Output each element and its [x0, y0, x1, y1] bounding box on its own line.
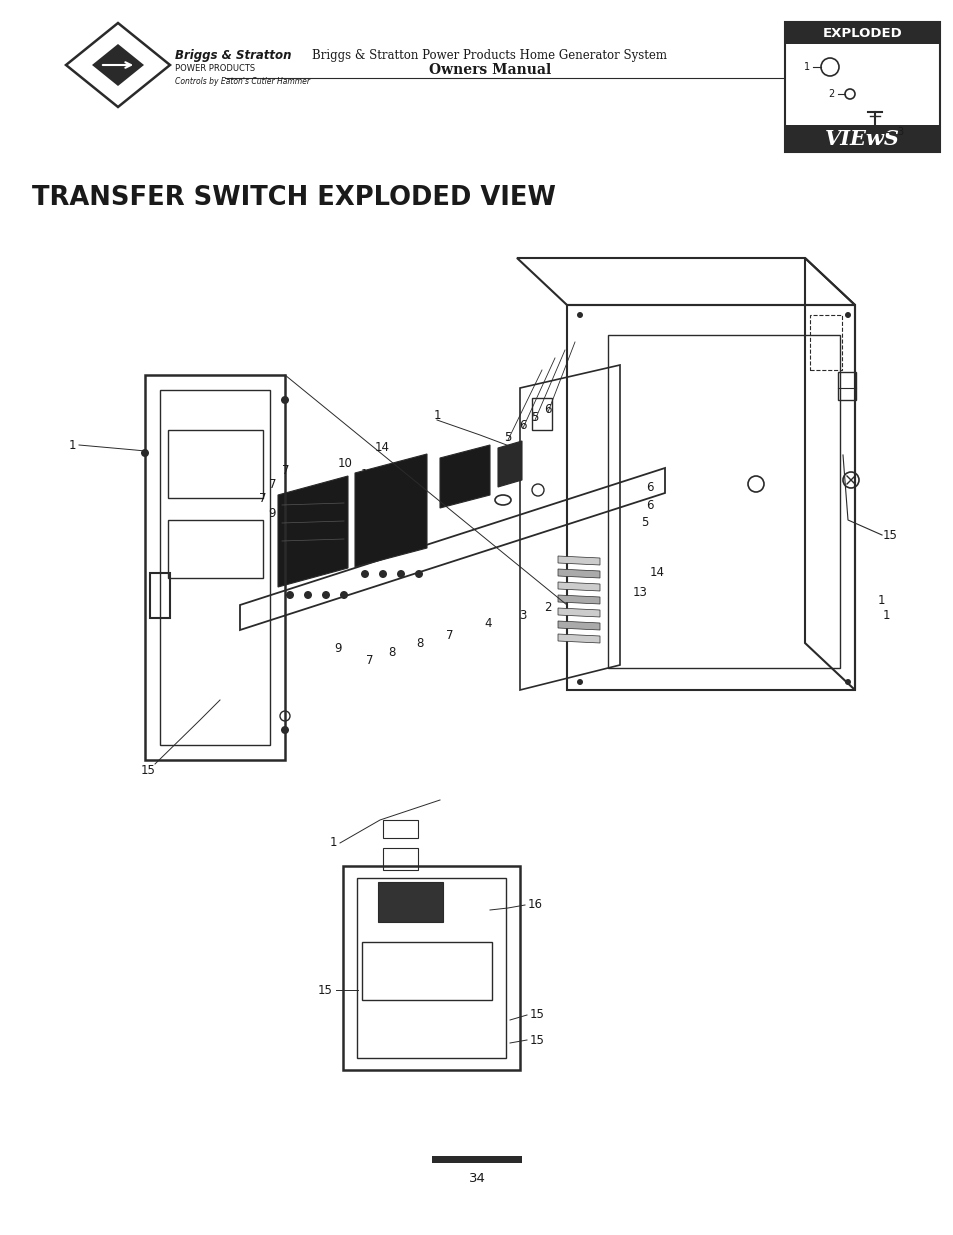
Bar — [382, 848, 417, 869]
Polygon shape — [558, 608, 599, 618]
Polygon shape — [91, 65, 144, 86]
Polygon shape — [558, 582, 599, 592]
Circle shape — [281, 396, 289, 404]
Text: 7: 7 — [366, 653, 374, 667]
Text: 3: 3 — [896, 127, 902, 137]
Bar — [784, 22, 939, 152]
Text: 15: 15 — [530, 1009, 544, 1021]
Polygon shape — [558, 556, 599, 564]
Text: 10: 10 — [337, 457, 352, 469]
Text: 7: 7 — [269, 478, 276, 490]
Text: 13: 13 — [632, 585, 647, 599]
Text: 2: 2 — [543, 600, 551, 614]
Text: 5: 5 — [504, 431, 511, 443]
Text: Owners Manual: Owners Manual — [429, 63, 551, 77]
Bar — [168, 430, 263, 498]
Polygon shape — [558, 634, 599, 643]
Polygon shape — [439, 445, 490, 508]
Circle shape — [339, 592, 348, 599]
Bar — [784, 22, 939, 44]
Circle shape — [378, 571, 387, 578]
Bar — [377, 882, 442, 923]
Bar — [168, 520, 263, 578]
Bar — [382, 820, 417, 839]
Bar — [361, 942, 492, 1000]
Text: 13: 13 — [447, 490, 462, 504]
Text: 9: 9 — [268, 506, 275, 520]
Circle shape — [396, 571, 405, 578]
Text: 11: 11 — [442, 475, 457, 489]
Bar — [532, 398, 552, 430]
Bar — [150, 573, 170, 618]
Text: 6: 6 — [645, 480, 653, 494]
Bar — [784, 125, 939, 152]
Text: 3: 3 — [518, 609, 526, 621]
Text: 2: 2 — [828, 89, 834, 99]
Text: 10: 10 — [360, 468, 375, 480]
Text: 5: 5 — [531, 410, 538, 424]
Bar — [343, 866, 519, 1070]
Text: 1: 1 — [329, 836, 336, 850]
Text: 6: 6 — [518, 419, 526, 431]
Polygon shape — [558, 621, 599, 630]
Text: VIEwS: VIEwS — [824, 128, 899, 149]
Text: EXPLODED: EXPLODED — [821, 26, 902, 40]
Text: 7: 7 — [282, 463, 290, 477]
Text: 1: 1 — [882, 609, 889, 621]
Text: TRANSFER SWITCH EXPLODED VIEW: TRANSFER SWITCH EXPLODED VIEW — [32, 185, 556, 211]
Text: 15: 15 — [317, 983, 333, 997]
Bar — [837, 372, 855, 400]
Bar — [809, 315, 841, 370]
Text: 12: 12 — [412, 467, 427, 479]
Circle shape — [844, 312, 850, 317]
Circle shape — [360, 571, 369, 578]
Circle shape — [286, 592, 294, 599]
Text: 4: 4 — [484, 616, 491, 630]
Text: 7: 7 — [259, 492, 267, 505]
Circle shape — [304, 592, 312, 599]
Text: 1: 1 — [433, 409, 440, 421]
Text: 1: 1 — [69, 438, 75, 452]
Text: 14: 14 — [649, 566, 664, 578]
Text: 34: 34 — [468, 1172, 485, 1184]
Text: 15: 15 — [140, 763, 155, 777]
Text: 5: 5 — [640, 515, 648, 529]
Text: 1: 1 — [877, 594, 884, 606]
Text: 14: 14 — [375, 441, 389, 453]
Text: 9: 9 — [334, 641, 341, 655]
Circle shape — [844, 679, 850, 685]
Polygon shape — [277, 475, 348, 587]
Text: Controls by Eaton's Cutler Hammer: Controls by Eaton's Cutler Hammer — [174, 77, 310, 85]
Text: 7: 7 — [446, 629, 454, 641]
Text: POWER PRODUCTS: POWER PRODUCTS — [174, 63, 254, 73]
Polygon shape — [355, 454, 427, 567]
Text: 6: 6 — [645, 499, 653, 511]
Text: Briggs & Stratton: Briggs & Stratton — [174, 48, 292, 62]
Bar — [607, 335, 840, 668]
Text: 8: 8 — [416, 636, 423, 650]
Bar — [356, 878, 505, 1058]
Bar — [432, 1156, 521, 1163]
Polygon shape — [558, 569, 599, 578]
Circle shape — [141, 450, 149, 457]
Text: 15: 15 — [882, 529, 897, 541]
Text: 8: 8 — [388, 646, 395, 658]
Text: 15: 15 — [530, 1034, 544, 1046]
Circle shape — [577, 679, 582, 685]
Text: 1: 1 — [803, 62, 809, 72]
Polygon shape — [558, 595, 599, 604]
Polygon shape — [91, 44, 144, 65]
Text: 16: 16 — [527, 899, 542, 911]
Text: Briggs & Stratton Power Products Home Generator System: Briggs & Stratton Power Products Home Ge… — [313, 48, 667, 62]
Text: 6: 6 — [543, 403, 551, 415]
Polygon shape — [497, 441, 521, 487]
Circle shape — [577, 312, 582, 317]
Circle shape — [415, 571, 422, 578]
Circle shape — [281, 726, 289, 734]
Circle shape — [322, 592, 330, 599]
